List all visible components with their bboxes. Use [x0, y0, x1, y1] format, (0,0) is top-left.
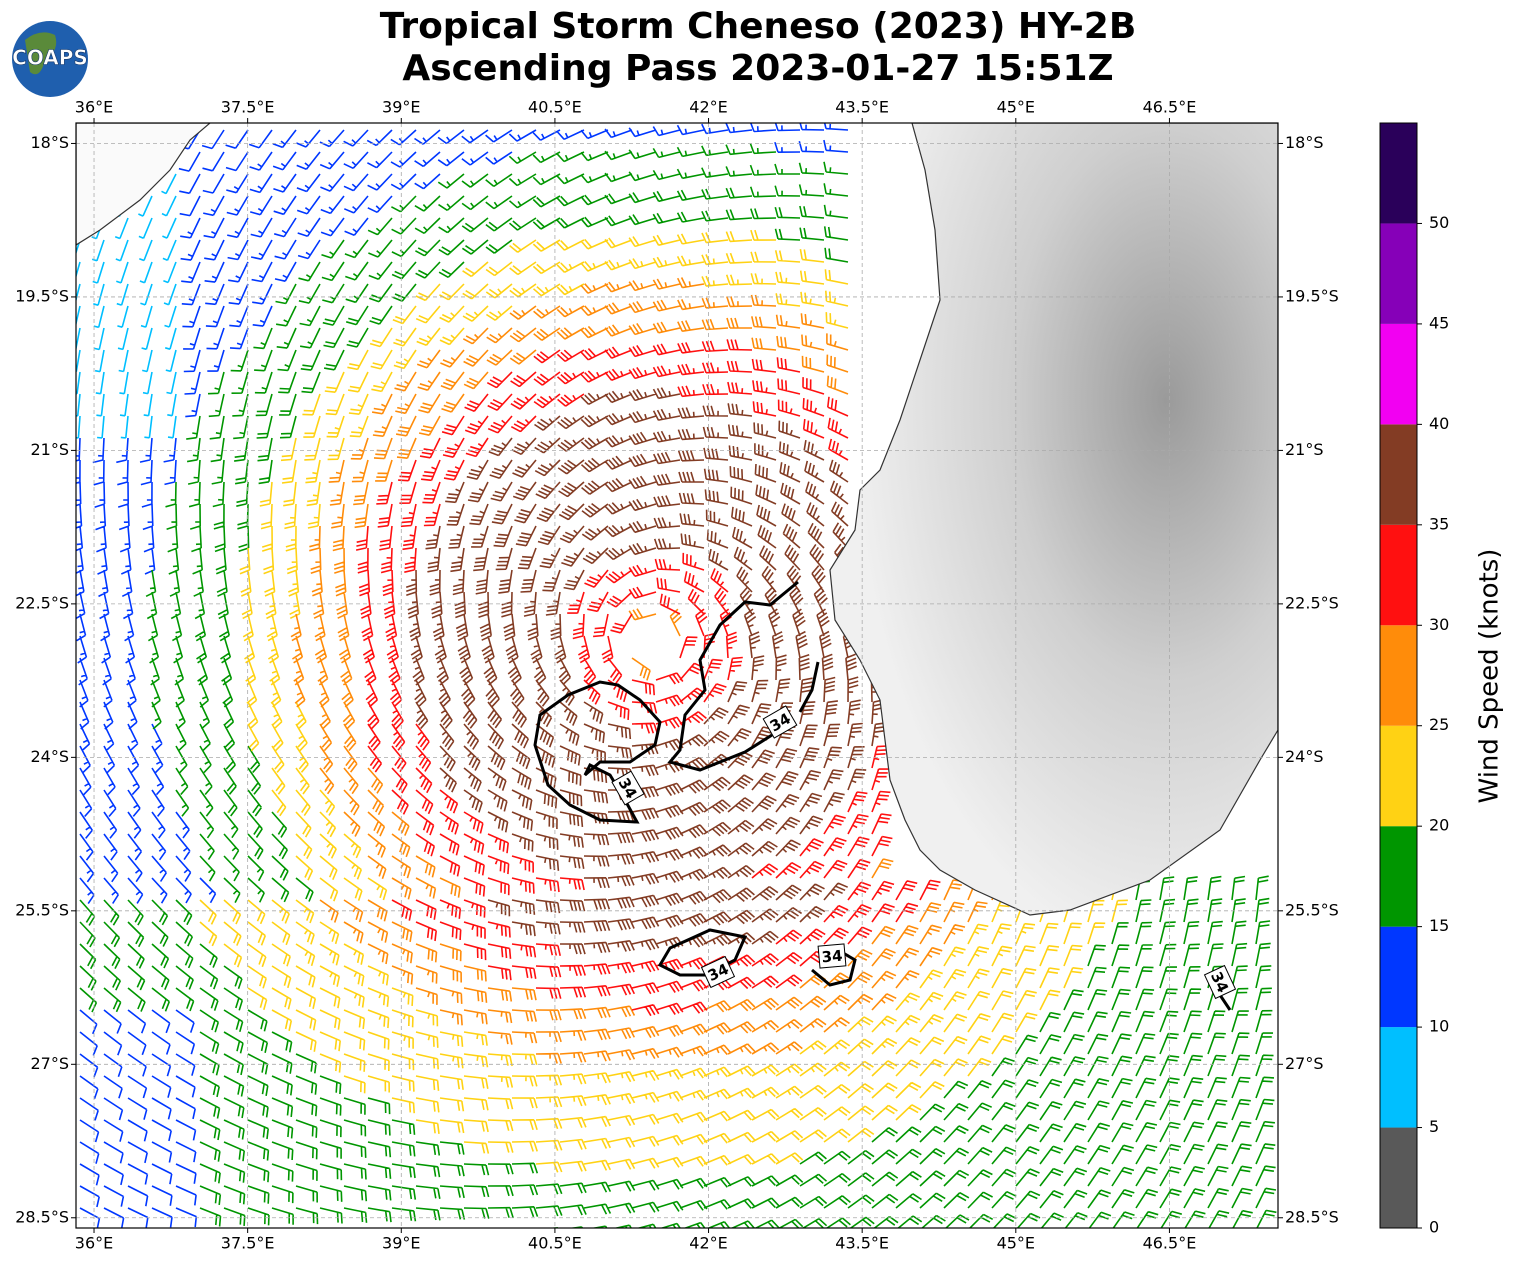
contour [533, 680, 662, 824]
lat-label: 28.5°S [1285, 1207, 1339, 1226]
contour [811, 948, 857, 987]
colorbar-bin [1380, 1027, 1417, 1128]
lon-label: 40.5°E [528, 98, 582, 117]
colorbar-bin [1380, 926, 1417, 1028]
lat-label: 28.5°S [15, 1207, 69, 1226]
wind-barb-group [79, 143, 1277, 1228]
lat-label: 18°S [1285, 133, 1324, 152]
lat-label: 22.5°S [1285, 593, 1339, 612]
lon-label: 40.5°E [528, 1234, 582, 1253]
colorbar-bin [1380, 123, 1417, 224]
colorbar-bin [1380, 524, 1417, 626]
wind-barbs [76, 123, 1277, 1228]
madagascar [829, 123, 1278, 916]
contour-label-box [700, 955, 736, 989]
colorbar-tick-label: 20 [1429, 816, 1449, 835]
contour-label-box [817, 943, 847, 969]
lat-label: 24°S [1285, 747, 1324, 766]
contour [798, 661, 820, 713]
logo-text: COAPS [12, 46, 88, 70]
contours-34kt [533, 580, 1232, 1011]
colorbar-bin [1380, 424, 1417, 525]
lat-label: 25.5°S [15, 900, 69, 919]
colorbar-bin [1380, 1127, 1417, 1228]
contour-label: 34 [1203, 964, 1237, 1000]
colorbar-tick-label: 45 [1429, 313, 1449, 332]
colorbar-tick-label: 35 [1429, 514, 1449, 533]
lon-label: 42°E [689, 98, 727, 117]
colorbar-tick-label: 40 [1429, 414, 1449, 433]
contour-label-box [1203, 964, 1237, 1000]
africa-coast [76, 123, 211, 246]
lon-label: 36°E [75, 1234, 113, 1253]
lon-label: 36°E [75, 98, 113, 117]
lon-label: 46.5°E [1143, 1234, 1197, 1253]
contour-label-text: 34 [821, 947, 843, 967]
colorbar-tick-label: 30 [1429, 615, 1449, 634]
contour-label-box [611, 770, 645, 806]
title: Ascending Pass 2023-01-27 15:51Z [402, 48, 1113, 89]
title: Tropical Storm Cheneso (2023) HY-2B [380, 6, 1137, 47]
colorbar-bin [1380, 625, 1417, 726]
contour [657, 928, 748, 977]
lon-label: 39°E [382, 98, 420, 117]
lat-label: 18°S [30, 133, 69, 152]
colorbar-tick-label: 15 [1429, 916, 1449, 935]
colorbar-tick-label: 50 [1429, 213, 1449, 232]
colorbar-bin [1380, 725, 1417, 827]
lat-label: 24°S [30, 747, 69, 766]
lon-label: 46.5°E [1143, 98, 1197, 117]
lat-label: 21°S [1285, 440, 1324, 459]
colorbar-bin [1380, 223, 1417, 324]
lat-label: 19.5°S [15, 286, 69, 305]
contour [667, 580, 799, 772]
colorbar-bin [1380, 826, 1417, 927]
lat-label: 21°S [30, 440, 69, 459]
colorbar-frame [1379, 122, 1418, 1229]
lat-label: 25.5°S [1285, 900, 1339, 919]
colorbar-tick-label: 5 [1429, 1117, 1439, 1136]
contour-label-box [762, 705, 798, 739]
lon-label: 43.5°E [835, 1234, 889, 1253]
land [76, 123, 1278, 916]
wind-barb-group [355, 339, 941, 1017]
contour-label: 34 [817, 943, 847, 969]
wind-barb-group [199, 229, 1128, 1173]
colorbar-tick-label: 10 [1429, 1017, 1449, 1036]
colorbar-tick-label: 0 [1429, 1218, 1439, 1237]
colorbar-label: Wind Speed (knots) [1475, 549, 1505, 804]
wind-barb-group [290, 277, 1011, 1064]
lon-label: 37.5°E [221, 98, 275, 117]
wind-barb-group [76, 123, 849, 1228]
lon-label: 42°E [689, 1234, 727, 1253]
colorbar-tick-label: 25 [1429, 715, 1449, 734]
lon-label: 39°E [382, 1234, 420, 1253]
map-frame [75, 122, 1279, 1229]
lon-label: 45°E [997, 98, 1035, 117]
colorbar-bin [1380, 323, 1417, 425]
lon-label: 37.5°E [221, 1234, 275, 1253]
lat-label: 27°S [30, 1054, 69, 1073]
lat-label: 19.5°S [1285, 286, 1339, 305]
lon-label: 43.5°E [835, 98, 889, 117]
lon-label: 45°E [997, 1234, 1035, 1253]
contour-label: 34 [762, 705, 798, 739]
logo: COAPS [12, 21, 88, 97]
lat-label: 22.5°S [15, 593, 69, 612]
lat-label: 27°S [1285, 1054, 1324, 1073]
